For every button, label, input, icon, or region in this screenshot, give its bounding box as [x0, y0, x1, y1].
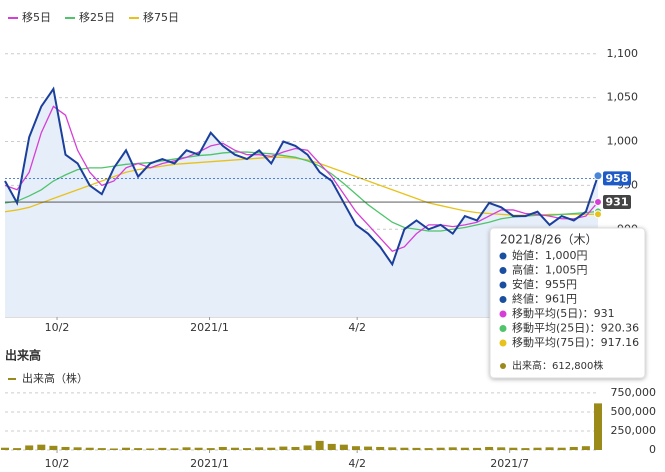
y-tick-label: 1,100 [607, 47, 639, 60]
volume-bar [424, 448, 433, 450]
volume-bar [37, 444, 46, 450]
y-tick-label: 250,000 [611, 424, 657, 437]
volume-bar [412, 447, 421, 450]
tooltip-row: 始値：1,000円 [512, 248, 588, 262]
volume-bar [448, 447, 457, 450]
volume-bar [243, 448, 252, 450]
volume-bar [569, 446, 578, 450]
volume-bar [327, 443, 336, 450]
volume-bar [351, 446, 360, 450]
x-tick-label: 10/2 [45, 457, 70, 470]
legend-label: 移75日 [143, 11, 179, 24]
x-tick-label: 10/2 [45, 321, 70, 334]
tooltip-dot [499, 310, 507, 318]
volume-bar [279, 446, 288, 450]
y-tick-label: 750,000 [611, 386, 657, 399]
end-marker [594, 210, 602, 219]
tooltip-dot [499, 281, 507, 289]
end-marker [593, 171, 603, 181]
legend-label: 出来高（株） [22, 371, 88, 385]
price-line [4, 86, 599, 267]
volume-bar [255, 447, 264, 450]
volume-bar [533, 447, 542, 450]
volume-bar [170, 448, 179, 450]
volume-bar [194, 447, 203, 450]
volume-bar [158, 447, 167, 450]
volume-bar [134, 448, 143, 450]
volume-bar [146, 448, 155, 450]
tooltip-dot [500, 363, 506, 369]
price-badge-label: 958 [606, 172, 629, 185]
volume-bar [122, 447, 131, 450]
legend-label: 移5日 [22, 11, 51, 24]
price-badge [603, 171, 631, 186]
volume-bar [25, 445, 34, 450]
tooltip-row: 高値：1,005円 [512, 263, 588, 277]
volume-bar [267, 447, 276, 450]
y-tick-label: 1,050 [607, 91, 639, 104]
volume-bar [85, 447, 94, 450]
end-marker [594, 198, 602, 207]
volume-bar [339, 444, 348, 450]
volume-bar [497, 447, 506, 450]
volume-bar [594, 403, 602, 450]
volume-bar [206, 448, 215, 450]
tooltip-row: 移動平均(75日)：917.16 [512, 335, 639, 349]
volume-bar [581, 446, 590, 450]
tooltip-row: 安値：955円 [512, 277, 577, 291]
volume-bar [485, 446, 494, 450]
volume-bar [303, 445, 312, 450]
volume-bar [49, 445, 58, 450]
volume-bar [472, 447, 481, 450]
volume-bar [557, 447, 566, 450]
tooltip-row: 移動平均(25日)：920.36 [512, 321, 639, 335]
x-tick-label: 4/2 [348, 321, 366, 334]
volume-title: 出来高 [5, 348, 41, 363]
tooltip-row: 移動平均(5日)：931 [512, 306, 615, 320]
tooltip-dot [499, 339, 507, 347]
volume-bar [73, 447, 82, 450]
volume-bar [230, 447, 239, 450]
tooltip-dot [499, 296, 507, 303]
volume-bar [545, 447, 554, 450]
tooltip: 2021/8/26（木）始値：1,000円高値：1,005円安値：955円終値：… [489, 227, 646, 379]
ma-line [4, 151, 599, 232]
y-tick-label: 500,000 [611, 405, 657, 418]
x-tick-label: 2021/7 [490, 457, 529, 470]
x-tick-label: 2021/1 [190, 321, 229, 334]
tooltip-dot [499, 325, 507, 332]
volume-bar [436, 447, 445, 450]
tooltip-dot [499, 267, 507, 274]
volume-bar [521, 448, 530, 450]
tooltip-row: 終値：961円 [512, 292, 577, 306]
volume-bar [376, 446, 385, 450]
volume-bar [388, 447, 397, 450]
volume-bar [97, 448, 106, 450]
volume-bar [13, 448, 22, 450]
volume-bar [218, 446, 227, 450]
volume-bar [109, 448, 118, 450]
price-badge-label: 931 [606, 196, 629, 209]
volume-bar [509, 447, 518, 450]
volume-bar [460, 447, 469, 450]
y-tick-label: 0 [649, 443, 656, 456]
y-tick-label: 1,000 [607, 135, 639, 148]
volume-bar [61, 446, 70, 450]
volume-bar [315, 440, 324, 450]
volume-bar [291, 446, 300, 450]
volume-bar [1, 447, 9, 450]
volume-bar [364, 446, 373, 450]
tooltip-date: 2021/8/26（木） [500, 233, 598, 247]
tooltip-box [489, 227, 646, 379]
tooltip-volume: 出来高：612,800株 [512, 359, 603, 372]
volume-bar [400, 447, 409, 450]
price-area [5, 88, 598, 317]
legend-label: 移25日 [79, 11, 115, 24]
x-tick-label: 2021/1 [190, 457, 229, 470]
tooltip-dot [499, 252, 507, 260]
volume-bar [182, 447, 191, 450]
price-badge [603, 195, 631, 210]
x-tick-label: 4/2 [348, 457, 366, 470]
